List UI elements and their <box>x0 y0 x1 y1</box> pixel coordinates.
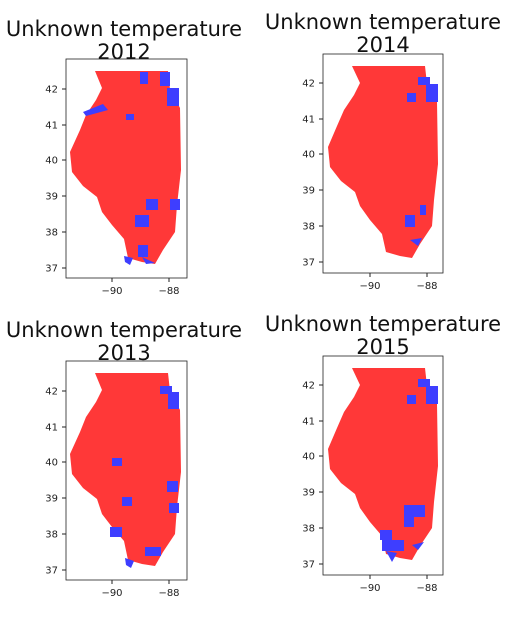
y-tick-38: 38 <box>45 530 58 541</box>
title-line1: Unknown temperature <box>5 318 243 342</box>
y-axis-ticks: 42 41 40 39 38 37 <box>45 387 66 577</box>
y-tick-41: 41 <box>302 417 315 428</box>
panel-title-2015: Unknown temperature 2015 <box>263 313 503 359</box>
title-line2: 2015 <box>356 335 410 359</box>
unknown-county-marks <box>405 77 438 246</box>
y-tick-41: 41 <box>302 115 315 126</box>
title-line2: 2014 <box>356 33 410 57</box>
y-tick-38: 38 <box>302 222 315 233</box>
unknown-county-marks <box>110 386 179 568</box>
x-tick-90: −90 <box>101 588 122 599</box>
y-tick-38: 38 <box>45 228 58 239</box>
title-line2: 2013 <box>97 341 151 365</box>
title-line1: Unknown temperature <box>5 17 243 41</box>
y-tick-37: 37 <box>302 258 315 269</box>
x-tick-90: −90 <box>101 286 122 297</box>
y-tick-40: 40 <box>45 458 58 469</box>
y-tick-41: 41 <box>45 423 58 434</box>
y-tick-40: 40 <box>302 150 315 161</box>
y-axis-ticks: 42 41 40 39 38 37 <box>302 79 323 269</box>
x-axis-ticks: −90 −88 <box>101 278 180 297</box>
y-tick-37: 37 <box>45 264 58 275</box>
x-tick-88: −88 <box>158 588 179 599</box>
x-axis-ticks: −90 −88 <box>101 580 180 599</box>
panel-title-2013: Unknown temperature 2013 <box>4 319 244 365</box>
y-tick-41: 41 <box>45 121 58 132</box>
title-line1: Unknown temperature <box>264 312 502 336</box>
x-tick-88: −88 <box>416 583 437 594</box>
unknown-county-marks <box>83 72 180 265</box>
panel-title-2014: Unknown temperature 2014 <box>263 11 503 57</box>
title-line2: 2012 <box>97 40 151 64</box>
y-tick-39: 39 <box>302 186 315 197</box>
y-axis-ticks: 42 41 40 39 38 37 <box>302 381 323 571</box>
y-tick-39: 39 <box>45 494 58 505</box>
x-tick-88: −88 <box>158 286 179 297</box>
x-axis-ticks: −90 −88 <box>359 575 438 594</box>
x-tick-90: −90 <box>359 281 380 292</box>
y-tick-37: 37 <box>45 566 58 577</box>
x-tick-90: −90 <box>359 583 380 594</box>
x-axis-ticks: −90 −88 <box>359 273 438 292</box>
panel-title-2012: Unknown temperature 2012 <box>4 18 244 64</box>
y-tick-42: 42 <box>302 79 315 90</box>
illinois-shape <box>70 71 181 264</box>
x-tick-88: −88 <box>416 281 437 292</box>
y-tick-40: 40 <box>302 452 315 463</box>
y-tick-37: 37 <box>302 560 315 571</box>
y-tick-38: 38 <box>302 524 315 535</box>
unknown-county-marks <box>380 379 438 562</box>
y-tick-40: 40 <box>45 156 58 167</box>
plot-frame <box>65 58 188 279</box>
title-line1: Unknown temperature <box>264 10 502 34</box>
y-tick-39: 39 <box>302 488 315 499</box>
y-tick-42: 42 <box>302 381 315 392</box>
y-tick-39: 39 <box>45 192 58 203</box>
y-tick-42: 42 <box>45 387 58 398</box>
y-tick-42: 42 <box>45 85 58 96</box>
y-axis-ticks: 42 41 40 39 38 37 <box>45 85 66 275</box>
